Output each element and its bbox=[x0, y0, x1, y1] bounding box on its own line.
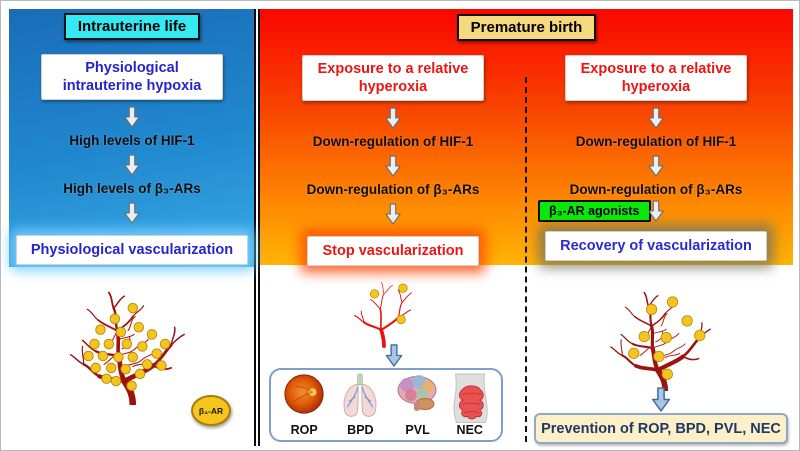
arrow-down-icon bbox=[385, 344, 403, 367]
arrow-down-icon bbox=[385, 107, 401, 129]
arrow-down-icon bbox=[648, 200, 664, 222]
prevention-box: Prevention of ROP, BPD, PVL, NEC bbox=[534, 413, 788, 444]
premature-middle-column: Exposure to a relative hyperoxia Down-re… bbox=[275, 55, 511, 267]
intestine-torso-icon bbox=[453, 373, 488, 424]
beta3-ar-legend-label: β₃-AR bbox=[198, 405, 224, 416]
premature-birth-header-wrap: Premature birth bbox=[260, 9, 793, 41]
outcome-label-pvl: PVL bbox=[405, 422, 430, 437]
arrow-down-icon bbox=[385, 155, 401, 177]
panel-divider-double-line bbox=[254, 9, 260, 446]
premature-birth-header: Premature birth bbox=[456, 14, 597, 41]
retina-eye-icon bbox=[284, 374, 324, 414]
arrow-down-icon bbox=[385, 203, 401, 225]
outcome-label-rop: ROP bbox=[290, 422, 318, 437]
intrauterine-life-header: Intrauterine life bbox=[63, 13, 201, 40]
beta3-ar-receptor-dots bbox=[628, 296, 706, 380]
sparse-vascular-tree-middle bbox=[352, 280, 414, 348]
downregulation-hif-step-right: Down-regulation of HIF-1 bbox=[575, 134, 737, 150]
outcome-bpd: BPD bbox=[335, 373, 385, 438]
outcome-pvl: PVL bbox=[395, 373, 441, 438]
outcome-label-bpd: BPD bbox=[347, 422, 374, 437]
arrow-down-icon bbox=[648, 107, 664, 129]
dense-vascular-tree-right bbox=[599, 279, 723, 391]
downregulation-b3ars-step-right: Down-regulation of β₃-ARs bbox=[569, 182, 743, 198]
arrow-down-icon bbox=[124, 202, 140, 224]
arrow-down-icon bbox=[648, 155, 664, 177]
hyperoxia-box-right: Exposure to a relative hyperoxia bbox=[565, 55, 747, 102]
outcome-label-nec: NEC bbox=[456, 422, 483, 437]
disease-outcomes-panel: ROP BPD bbox=[269, 368, 503, 442]
stop-vascularization-box: Stop vascularization bbox=[307, 236, 479, 267]
beta3-ar-receptor-dots bbox=[83, 302, 171, 392]
high-b3ars-step: High levels of β₃-ARs bbox=[63, 181, 201, 197]
downregulation-hif-step-middle: Down-regulation of HIF-1 bbox=[312, 134, 474, 150]
hyperoxia-box-middle: Exposure to a relative hyperoxia bbox=[302, 55, 484, 102]
premature-right-column: Exposure to a relative hyperoxia Down-re… bbox=[538, 55, 774, 262]
downregulation-b3ars-step-middle: Down-regulation of β₃-ARs bbox=[306, 182, 480, 198]
beta3-ar-legend: β₃-AR bbox=[191, 395, 231, 426]
agonist-arrow-row: β₃-AR agonists bbox=[538, 200, 774, 225]
recovery-vascularization-box: Recovery of vascularization bbox=[545, 231, 767, 262]
physiological-hypoxia-box: Physiological intrauterine hypoxia bbox=[41, 54, 223, 101]
b3ar-agonists-box: β₃-AR agonists bbox=[538, 200, 651, 223]
outcome-rop: ROP bbox=[282, 373, 326, 438]
beta3-ar-receptor-dots bbox=[369, 283, 408, 325]
arrow-down-icon bbox=[124, 154, 140, 176]
arrow-down-icon bbox=[651, 387, 671, 412]
high-hif-step: High levels of HIF-1 bbox=[69, 133, 195, 149]
intrauterine-column: Intrauterine life Physiological intraute… bbox=[15, 13, 249, 266]
outcome-nec: NEC bbox=[450, 373, 490, 438]
brain-icon bbox=[397, 375, 437, 411]
physiological-vascularization-box: Physiological vascularization bbox=[15, 235, 249, 266]
prevention-label: Prevention of ROP, BPD, PVL, NEC bbox=[541, 420, 781, 437]
lungs-icon bbox=[343, 373, 377, 417]
intrauterine-panel-background bbox=[9, 9, 255, 267]
column-divider-dashed-line bbox=[525, 77, 527, 442]
dense-vascular-tree-left bbox=[61, 277, 195, 405]
arrow-down-icon bbox=[124, 106, 140, 128]
